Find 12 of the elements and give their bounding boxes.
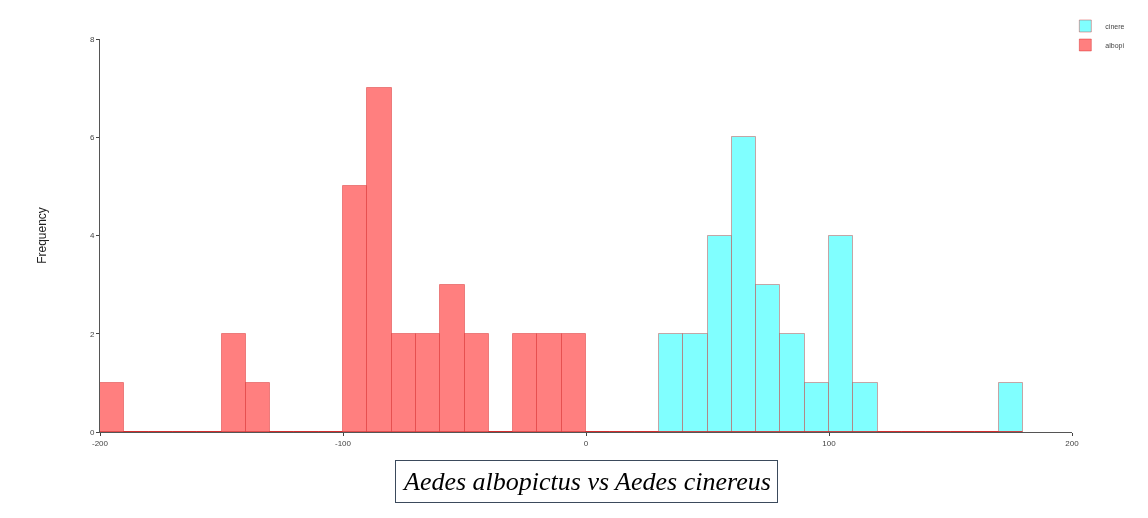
y-tick-label: 4 <box>89 231 95 241</box>
y-tick-label: 8 <box>89 34 95 44</box>
y-tick-label: 6 <box>89 133 95 143</box>
y-tick-label: 0 <box>89 427 95 437</box>
x-tick-label: 200 <box>1065 438 1080 448</box>
y-axis-title: Frequency <box>35 207 50 264</box>
y-tick-label: 2 <box>89 329 95 339</box>
text: Aedes albopictus vs Aedes cinereus <box>402 467 771 496</box>
x-tick-label: 100 <box>822 438 837 448</box>
x-tick-label: -100 <box>334 438 352 448</box>
x-tick-label: 0 <box>583 438 589 448</box>
x-tick-label: -200 <box>91 438 109 448</box>
